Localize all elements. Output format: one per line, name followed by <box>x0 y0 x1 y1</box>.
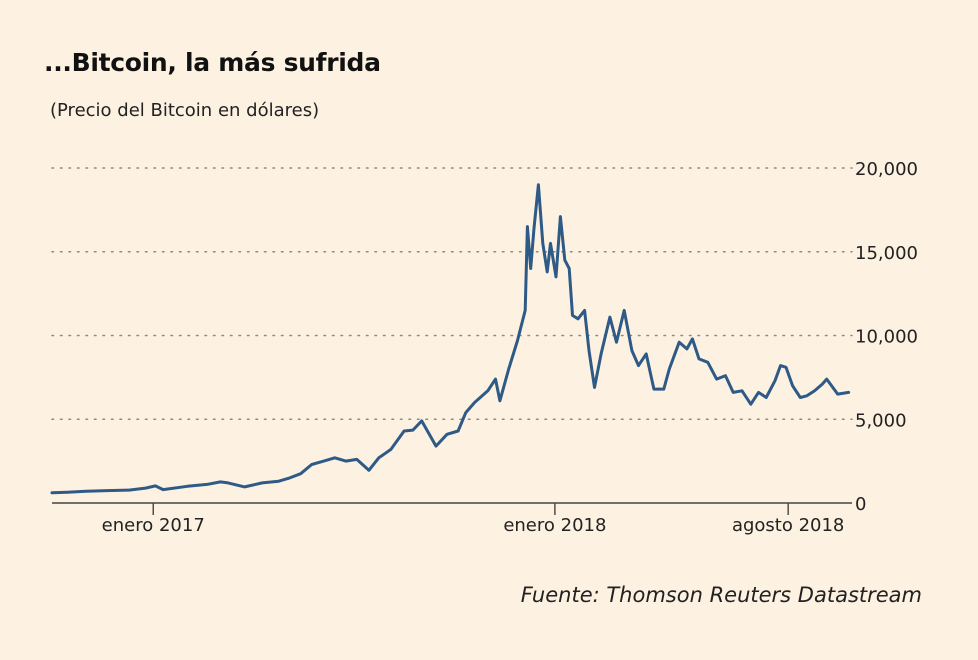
series-line <box>50 183 851 495</box>
source-note: Fuente: Thomson Reuters Datastream <box>520 583 922 607</box>
series-group <box>50 183 851 495</box>
x-tick-label: enero 2018 <box>503 515 606 536</box>
y-tick-label: 15,000 <box>855 243 918 264</box>
gridlines <box>51 167 853 421</box>
x-axis: enero 2017 enero 2018 agosto 2018 <box>52 502 852 536</box>
chart-title: ...Bitcoin, la más sufrida <box>44 48 381 77</box>
y-tick-label: 20,000 <box>855 159 918 180</box>
y-tick-label: 0 <box>855 494 866 515</box>
y-axis-label: (Precio del Bitcoin en dólares) <box>50 100 320 121</box>
y-tick-label: 10,000 <box>855 327 918 348</box>
y-axis-ticks: 0 5,000 10,000 15,000 20,000 <box>855 159 918 515</box>
x-tick-label: agosto 2018 <box>732 515 844 536</box>
y-tick-label: 5,000 <box>855 410 907 431</box>
x-tick-label: enero 2017 <box>102 515 205 536</box>
